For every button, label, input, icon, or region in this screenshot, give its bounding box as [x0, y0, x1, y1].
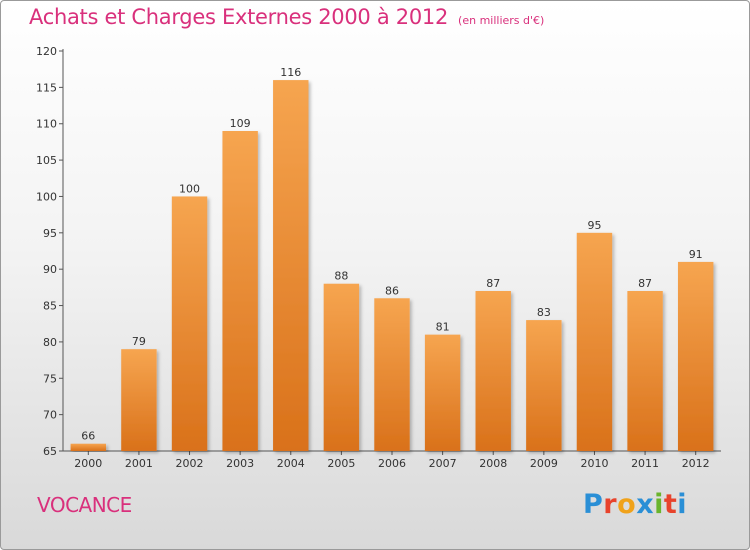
x-tick-label: 2000 [74, 457, 102, 470]
bar [475, 291, 511, 451]
x-tick-label: 2002 [176, 457, 204, 470]
y-tick-label: 85 [43, 300, 57, 313]
bar-value-label: 79 [132, 335, 146, 348]
y-tick-label: 105 [36, 154, 57, 167]
y-tick-label: 115 [36, 81, 57, 94]
bar [70, 443, 107, 451]
chart-title: Achats et Charges Externes 2000 à 2012 [29, 5, 449, 29]
y-tick-label: 80 [43, 336, 57, 349]
bar-value-label: 91 [689, 248, 703, 261]
x-tick-label: 2011 [631, 457, 659, 470]
y-tick-label: 70 [43, 409, 57, 422]
y-tick-label: 95 [43, 227, 57, 240]
y-tick-label: 90 [43, 263, 57, 276]
x-tick-label: 2008 [479, 457, 507, 470]
bar-value-label: 66 [81, 430, 95, 443]
x-tick-label: 2007 [429, 457, 457, 470]
x-tick-label: 2001 [125, 457, 153, 470]
bar [424, 334, 461, 451]
bar [121, 349, 157, 451]
logo-letter: i [654, 489, 664, 520]
bar [526, 320, 562, 451]
bar-value-label: 86 [385, 284, 399, 297]
bar [677, 261, 714, 451]
bar [374, 298, 410, 451]
bar-value-label: 88 [334, 270, 348, 283]
bar-value-label: 83 [537, 306, 551, 319]
bar-value-label: 109 [230, 117, 251, 130]
y-tick-label: 75 [43, 372, 57, 385]
commune-name: VOCANCE [37, 493, 132, 517]
logo-letter: i [677, 489, 688, 520]
bar [222, 131, 258, 451]
logo-letter: x [636, 489, 655, 520]
y-tick-label: 100 [36, 190, 57, 203]
bar [576, 232, 613, 451]
bar [627, 291, 663, 451]
logo-letter: r [603, 489, 618, 520]
logo-letter: t [663, 489, 678, 520]
bar-value-label: 87 [486, 277, 500, 290]
chart-subtitle: (en milliers d'€) [458, 14, 545, 27]
logo-letter: o [617, 489, 637, 520]
bar [273, 80, 309, 451]
x-tick-label: 2003 [226, 457, 254, 470]
logo-letter: P [583, 489, 604, 520]
x-tick-label: 2006 [378, 457, 406, 470]
bar [323, 283, 360, 451]
y-tick-label: 120 [36, 45, 57, 58]
bar-value-label: 81 [436, 321, 450, 334]
x-tick-label: 2005 [327, 457, 355, 470]
y-tick-label: 65 [43, 445, 57, 458]
x-tick-label: 2004 [277, 457, 305, 470]
proxiti-logo: Proxiti [583, 489, 687, 520]
bar-value-label: 87 [638, 277, 652, 290]
bar-value-label: 116 [280, 66, 301, 79]
x-tick-label: 2010 [580, 457, 608, 470]
bar [171, 196, 208, 451]
x-tick-label: 2009 [530, 457, 558, 470]
x-tick-label: 2012 [682, 457, 710, 470]
y-tick-label: 110 [36, 118, 57, 131]
bar-value-label: 95 [587, 219, 601, 232]
bar-value-label: 100 [179, 182, 200, 195]
title-row: Achats et Charges Externes 2000 à 2012 (e… [29, 5, 544, 29]
